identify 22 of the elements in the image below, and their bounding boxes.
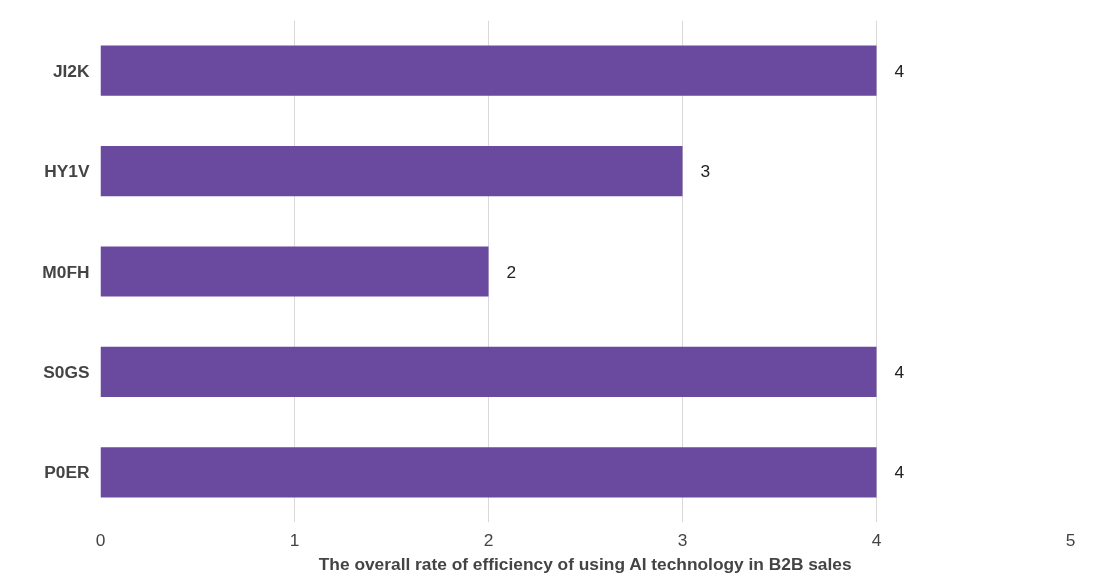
- data-label: 2: [506, 261, 517, 282]
- x-tick-label: 1: [289, 529, 300, 550]
- data-label: 4: [894, 361, 905, 382]
- x-tick-label: 5: [1065, 529, 1076, 550]
- data-label: 4: [894, 60, 905, 81]
- x-tick-label: 4: [871, 529, 882, 550]
- bar: [100, 146, 683, 197]
- x-tick-label: 0: [95, 529, 106, 550]
- y-tick-label: JI2K: [52, 60, 90, 81]
- bar: [100, 346, 877, 397]
- y-tick-label: S0GS: [43, 361, 90, 382]
- y-tick-label: M0FH: [42, 261, 90, 282]
- x-axis-title: The overall rate of efficiency of using AI technology in B2B sales: [318, 553, 852, 574]
- y-tick-label: P0ER: [44, 462, 90, 483]
- y-tick-label: HY1V: [44, 161, 90, 182]
- data-label: 4: [894, 462, 905, 483]
- bar: [100, 447, 877, 498]
- x-tick-label: 2: [483, 529, 494, 550]
- x-tick-label: 3: [677, 529, 688, 550]
- bar: [100, 246, 489, 297]
- data-label: 3: [700, 161, 711, 182]
- bar: [100, 45, 877, 96]
